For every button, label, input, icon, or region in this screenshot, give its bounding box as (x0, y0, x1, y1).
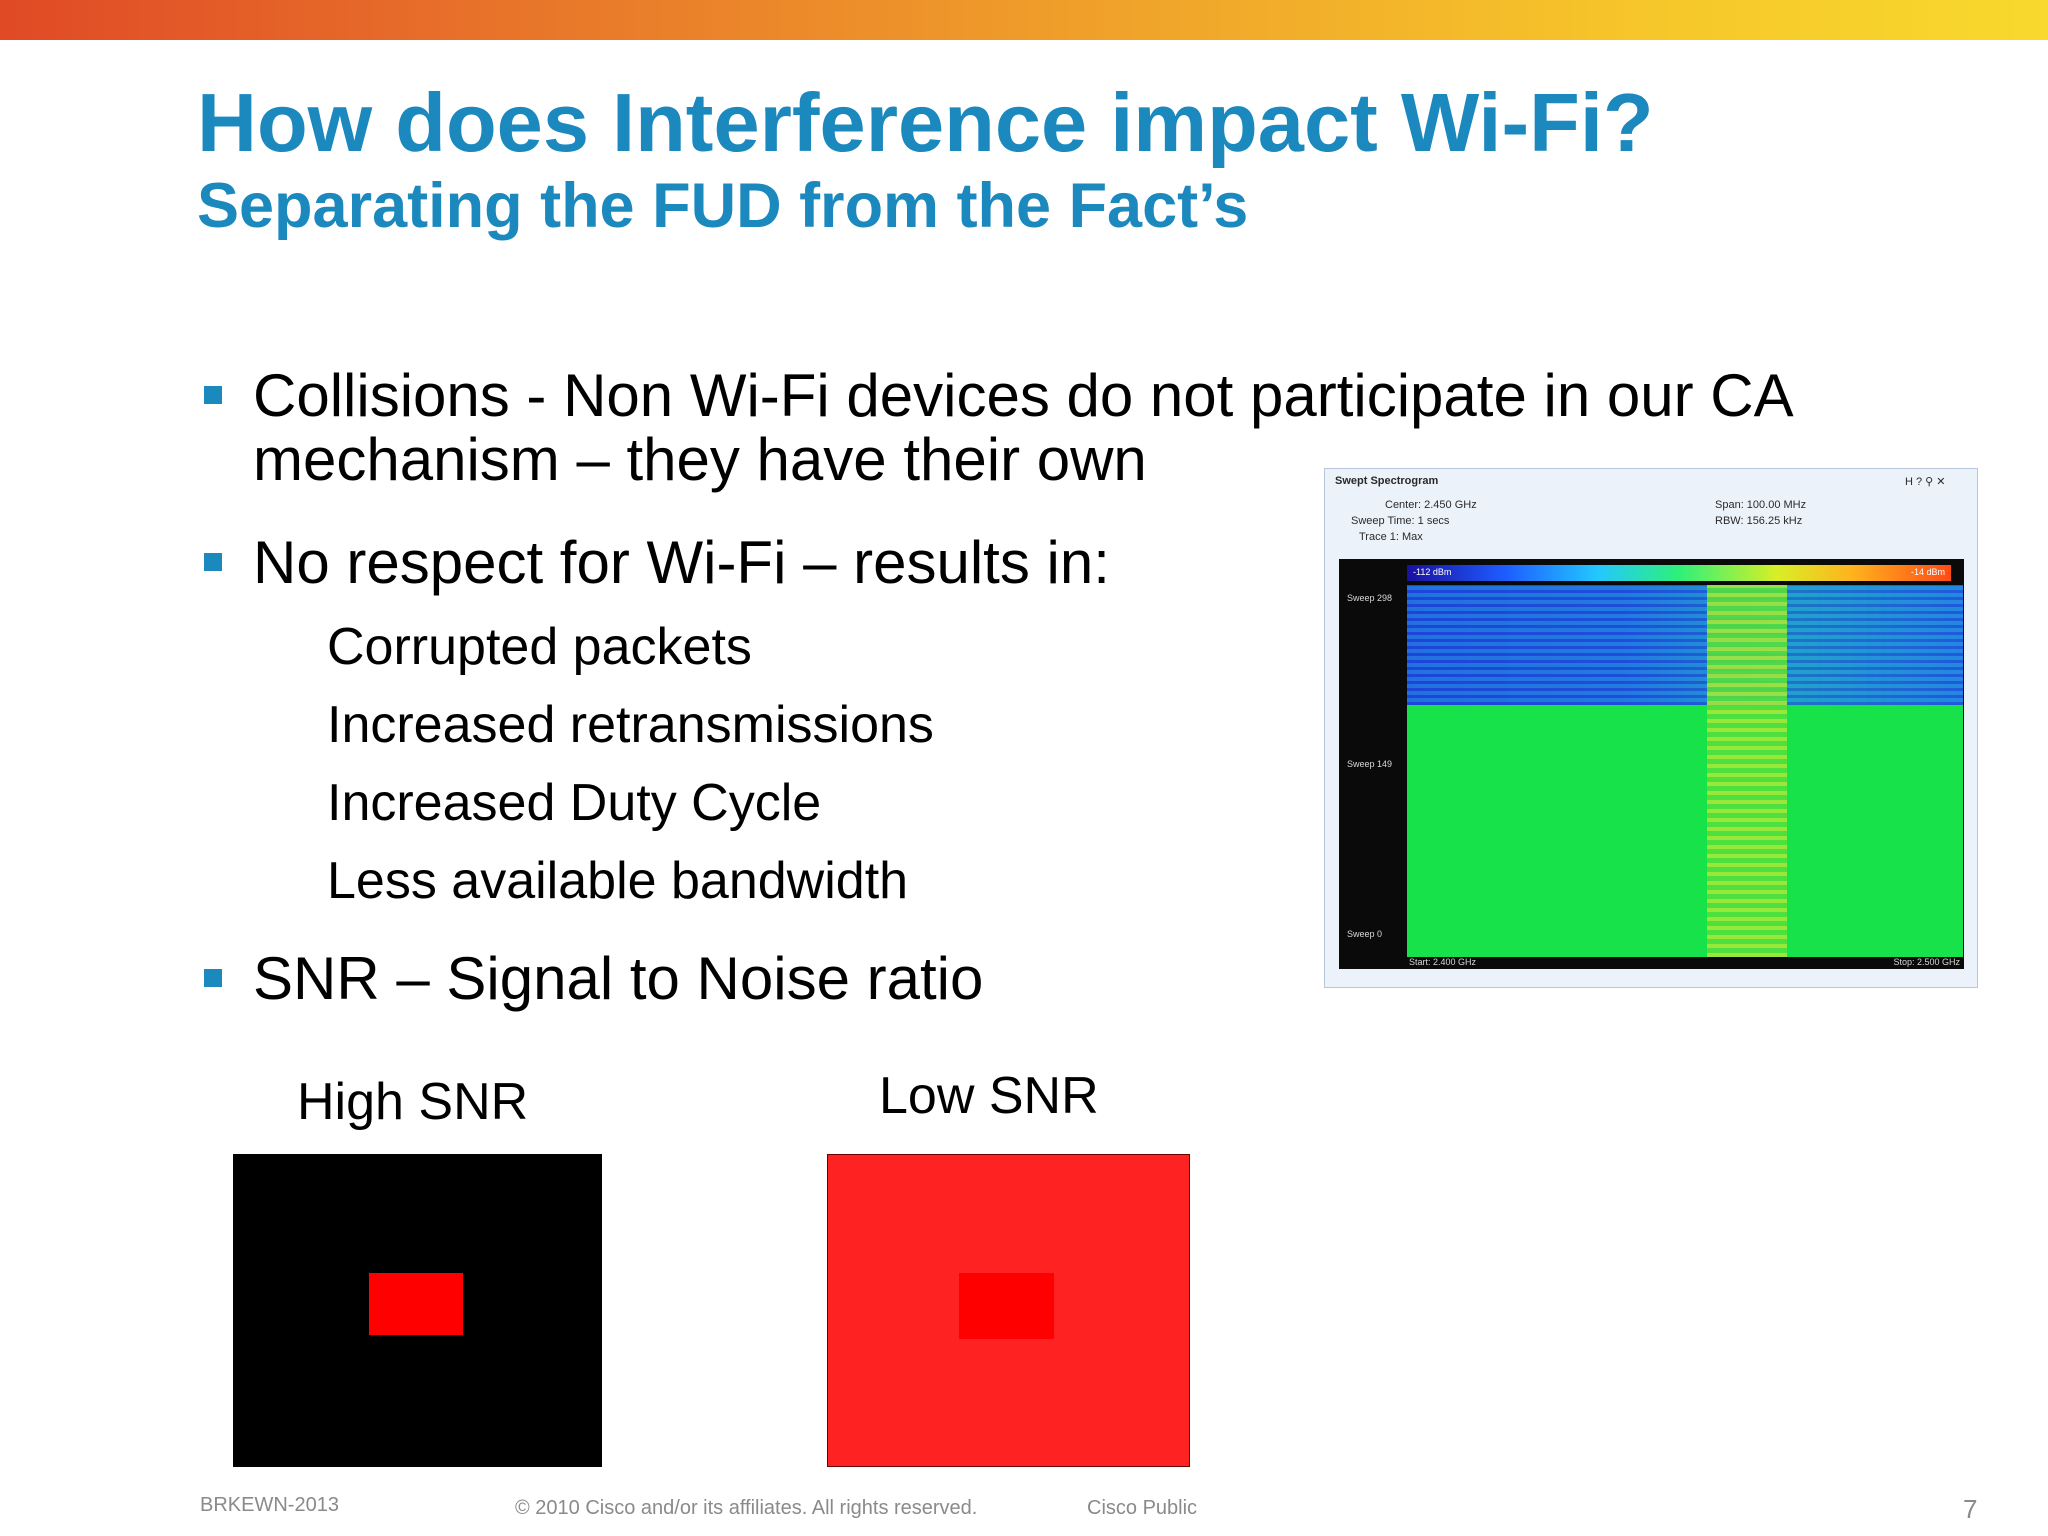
spectrogram-heatmap (1407, 585, 1963, 957)
spectrogram-title: Swept Spectrogram (1335, 475, 1439, 487)
spectrogram-plot: -112 dBm -14 dBm Sweep 298 Sweep 149 Swe… (1339, 559, 1964, 969)
interference-stripe (1707, 585, 1787, 957)
bullet-marker (204, 969, 222, 987)
scale-max-label: -14 dBm (1910, 567, 1945, 577)
bullet-text: Collisions - Non Wi-Fi devices do not pa… (253, 362, 1794, 429)
bullet-no-respect: No respect for Wi-Fi – results in: (200, 531, 1900, 601)
subitem-duty-cycle: Increased Duty Cycle (327, 774, 822, 832)
low-snr-label: Low SNR (879, 1067, 1099, 1125)
spectrogram-center: Center: 2.450 GHz (1385, 499, 1477, 511)
sweep-bottom-label: Sweep 0 (1347, 929, 1383, 939)
low-snr-signal (959, 1273, 1054, 1339)
footer-classification: Cisco Public (1087, 1497, 1198, 1519)
spectrogram-image: Swept Spectrogram Center: 2.450 GHz Swee… (1324, 468, 1978, 988)
bullet-marker (204, 553, 222, 571)
page-number: 7 (1963, 1494, 1978, 1524)
spectrogram-rbw: RBW: 156.25 kHz (1715, 515, 1803, 527)
subitem-corrupted-packets: Corrupted packets (327, 618, 752, 676)
noise-band (1407, 585, 1963, 705)
bullet-text: No respect for Wi-Fi – results in: (253, 529, 1110, 596)
high-snr-signal (369, 1273, 463, 1335)
spectrogram-sweep-time: Sweep Time: 1 secs (1351, 515, 1450, 527)
spectrogram-controls: H ? ⚲ ✕ (1905, 476, 1946, 488)
start-freq-label: Start: 2.400 GHz (1409, 957, 1477, 967)
scale-min-label: -112 dBm (1413, 567, 1452, 577)
bullet-collisions: Collisions - Non Wi-Fi devices do not pa… (200, 364, 1900, 504)
sweep-top-label: Sweep 298 (1347, 593, 1393, 603)
sweep-mid-label: Sweep 149 (1347, 759, 1393, 769)
spectrogram-span: Span: 100.00 MHz (1715, 499, 1807, 511)
low-snr-box (827, 1154, 1190, 1467)
bullet-snr: SNR – Signal to Noise ratio (200, 947, 1900, 1017)
footer-session-id: BRKEWN-2013 (200, 1494, 339, 1516)
high-snr-label: High SNR (297, 1073, 529, 1131)
bullet-marker (204, 386, 222, 404)
footer-copyright: © 2010 Cisco and/or its affiliates. All … (515, 1497, 978, 1519)
high-snr-box (233, 1154, 602, 1467)
slide-title: How does Interference impact Wi-Fi? (197, 76, 1654, 169)
spectrogram-trace: Trace 1: Max (1359, 531, 1423, 543)
spectrogram-color-scale: -112 dBm -14 dBm (1407, 565, 1951, 581)
subitem-retransmissions: Increased retransmissions (327, 696, 934, 754)
bullet-text-continued: mechanism – they have their own (253, 426, 1147, 493)
subitem-bandwidth: Less available bandwidth (327, 852, 909, 910)
brand-color-bar (0, 0, 2048, 40)
bullet-text: SNR – Signal to Noise ratio (253, 945, 984, 1012)
stop-freq-label: Stop: 2.500 GHz (1893, 957, 1960, 967)
slide-subtitle: Separating the FUD from the Fact’s (197, 171, 1249, 241)
